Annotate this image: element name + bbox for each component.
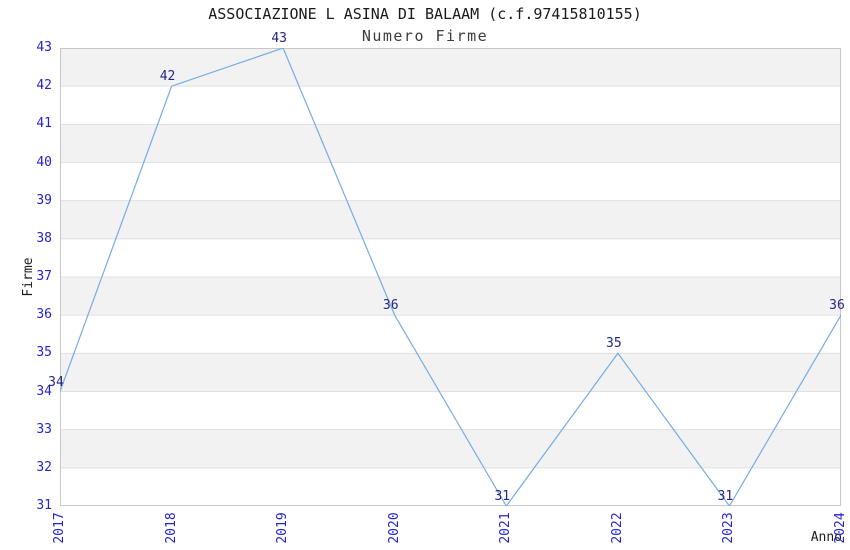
y-tick-label: 43 (36, 40, 52, 55)
grid-band (60, 429, 841, 468)
y-tick-label: 37 (36, 269, 52, 284)
data-point-label: 34 (48, 374, 64, 390)
grid-band (60, 200, 841, 239)
chart-subtitle: Numero Firme (361, 27, 489, 45)
y-tick-label: 38 (36, 230, 52, 246)
y-tick-label: 42 (36, 78, 52, 94)
y-tick-label: 39 (36, 192, 52, 208)
data-point-label: 36 (382, 298, 399, 314)
data-point-label: 35 (606, 336, 622, 352)
x-tick-label: 2021 (498, 512, 514, 544)
x-tick-label: 2022 (609, 512, 625, 544)
plot-area (60, 48, 841, 506)
x-tick-label: 2019 (275, 512, 291, 544)
y-tick-label: 40 (36, 154, 52, 170)
x-tick-label: 2020 (386, 512, 402, 544)
y-tick-label: 35 (36, 345, 52, 361)
x-tick-label: 2018 (163, 512, 179, 544)
data-point-label: 31 (717, 489, 734, 504)
grid-band (60, 353, 841, 392)
x-tick-label: 2023 (721, 512, 737, 544)
chart-title: ASSOCIAZIONE L ASINA DI BALAAM (c.f.9741… (208, 5, 642, 23)
y-tick-label: 34 (36, 383, 52, 399)
data-point-label: 42 (159, 69, 176, 85)
y-tick-label: 31 (36, 498, 52, 513)
y-tick-label: 36 (36, 307, 52, 323)
y-tick-label: 41 (36, 116, 52, 132)
data-point-label: 43 (271, 31, 287, 46)
grid-band (60, 277, 841, 316)
grid-band (60, 124, 841, 163)
x-tick-label: 2024 (833, 512, 848, 544)
data-line (60, 48, 841, 506)
plot-border (60, 48, 841, 506)
y-tick-label: 32 (36, 459, 52, 475)
x-axis-label: Anno (810, 530, 842, 545)
data-point-label: 31 (494, 489, 511, 504)
y-tick-label: 33 (36, 421, 52, 437)
x-tick-label: 2017 (52, 512, 67, 544)
data-point-label: 36 (829, 298, 845, 314)
